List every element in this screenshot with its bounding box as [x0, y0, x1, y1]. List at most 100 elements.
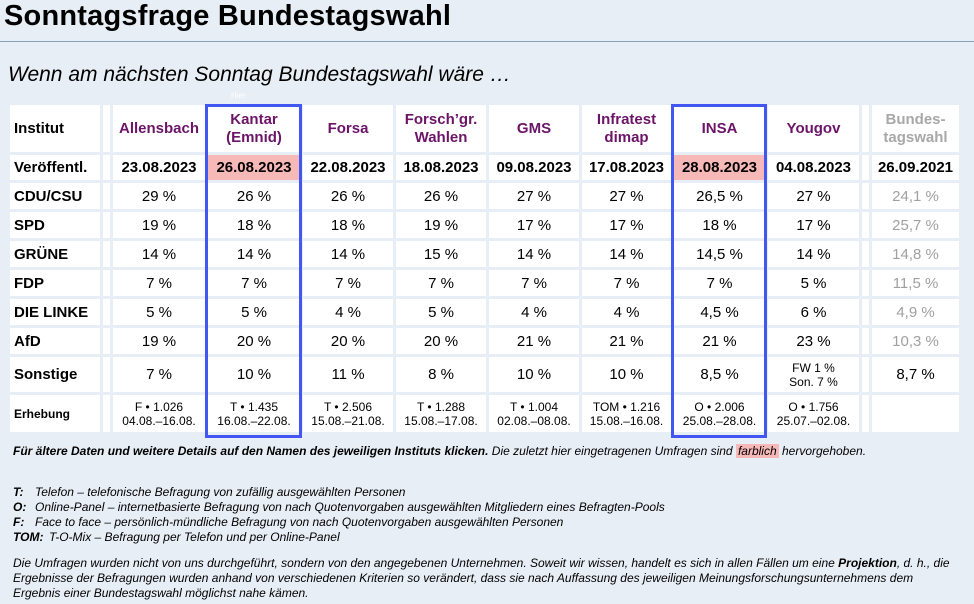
survey-info: T • 2.506 15.08.–21.08. [303, 395, 393, 432]
poll-value: 19 % [396, 212, 486, 238]
published-date: 26.08.2023 [208, 155, 300, 180]
poll-value: 14 % [208, 241, 300, 267]
spacer-cell [103, 395, 110, 432]
spacer-cell [862, 270, 869, 296]
legend-text: T-O-Mix – Befragung per Telefon und per … [49, 530, 340, 544]
table-row: CDU/CSU 29 % 26 % 26 % 26 % 27 % 27 % 26,5 % 27 … [10, 183, 959, 209]
election-value: 10,3 % [872, 328, 959, 354]
poll-value: 17 % [489, 212, 579, 238]
disclaimer: Die Umfragen wurden nicht von uns durchg… [13, 556, 963, 601]
survey-method: F • 1.026 [134, 399, 184, 414]
poll-value: FW 1 % Son. 7 % [768, 357, 859, 392]
spacer-cell [862, 212, 869, 238]
table-row: FDP 7 % 7 % 7 % 7 % 7 % 7 % 7 % 5 % 11,5 % [10, 270, 959, 296]
spacer-cell [862, 155, 869, 180]
survey-period: 04.08.–16.08. [122, 413, 196, 428]
row-label: Sonstige [10, 357, 100, 392]
poll-value: 5 % [768, 270, 859, 296]
method-legend: T: Telefon – telefonische Befragung von z… [13, 485, 963, 545]
survey-info: T • 1.435 16.08.–22.08. [208, 395, 300, 432]
survey-method: T • 2.506 [323, 399, 372, 414]
election-label: tagswahl [883, 128, 948, 146]
survey-info: T • 1.288 15.08.–17.08. [396, 395, 486, 432]
poll-value: 17 % [768, 212, 859, 238]
page-subtitle: Wenn am nächsten Sonntag Bundestagswahl … [8, 63, 511, 86]
poll-value: 11 % [303, 357, 393, 392]
row-label: Institut [10, 105, 100, 152]
spacer-cell [103, 105, 110, 152]
spacer-cell [862, 328, 869, 354]
institute-link[interactable]: Forsch’gr. Wahlen [396, 105, 486, 152]
poll-value: 29 % [113, 183, 205, 209]
table-row: DIE LINKE 5 % 5 % 4 % 5 % 4 % 4 % 4,5 % 6 % 4,9 % [10, 299, 959, 325]
poll-value: 5 % [113, 299, 205, 325]
institute-link[interactable]: INSA [674, 105, 765, 152]
spacer-cell [862, 183, 869, 209]
poll-table: Institut Allensbach Kantar (Emnid) Forsa For… [7, 102, 962, 435]
legend-key: O: [13, 500, 27, 514]
institute-link[interactable]: Kantar (Emnid) [208, 105, 300, 152]
poll-value: 23 % [768, 328, 859, 354]
institute-link[interactable]: Forsa [303, 105, 393, 152]
institute-link[interactable]: Infratest dimap [582, 105, 671, 152]
poll-value: 7 % [113, 357, 205, 392]
table-row: SPD 19 % 18 % 18 % 19 % 17 % 17 % 18 % 17 % 25,7 … [10, 212, 959, 238]
poll-value: 15 % [396, 241, 486, 267]
poll-value: 20 % [208, 328, 300, 354]
spacer-cell [103, 270, 110, 296]
survey-period: 15.08.–16.08. [589, 413, 664, 428]
legend-text: Telefon – telefonische Befragung von zuf… [35, 485, 406, 499]
spacer-cell [103, 299, 110, 325]
row-label: AfD [10, 328, 100, 354]
poll-value: 19 % [113, 328, 205, 354]
legend-key: TOM: [13, 530, 44, 544]
survey-period: 02.08.–08.08. [497, 413, 571, 428]
poll-value: 7 % [582, 270, 671, 296]
published-date: 28.08.2023 [674, 155, 765, 180]
institute-link[interactable]: Allensbach [113, 105, 205, 152]
disclaimer-text: Die Umfragen wurden nicht von uns durchg… [13, 556, 839, 570]
institute-link[interactable]: GMS [489, 105, 579, 152]
row-label: GRÜNE [10, 241, 100, 267]
poll-value: 5 % [208, 299, 300, 325]
survey-method: O • 1.756 [788, 399, 839, 414]
survey-period: 16.08.–22.08. [217, 413, 291, 428]
page-title: Sonntagsfrage Bundestagswahl [4, 0, 452, 32]
institute-link[interactable]: Yougov [768, 105, 859, 152]
poll-value: 7 % [208, 270, 300, 296]
election-value: 24,1 % [872, 183, 959, 209]
poll-value: 6 % [768, 299, 859, 325]
survey-info: O • 1.756 25.07.–02.08. [768, 395, 859, 432]
election-value: 14,8 % [872, 241, 959, 267]
survey-period: 25.07.–02.08. [776, 413, 851, 428]
survey-info: F • 1.026 04.08.–16.08. [113, 395, 205, 432]
poll-value: 21 % [674, 328, 765, 354]
row-label: DIE LINKE [10, 299, 100, 325]
table-row: Veröffentl. 23.08.2023 26.08.2023 22.08.202… [10, 155, 959, 180]
poll-value: 26,5 % [674, 183, 765, 209]
published-date: 17.08.2023 [582, 155, 671, 180]
published-date: 22.08.2023 [303, 155, 393, 180]
election-value: 25,7 % [872, 212, 959, 238]
poll-value: 27 % [582, 183, 671, 209]
legend-text: Face to face – persönlich-mündliche Befr… [35, 515, 564, 529]
poll-value: 20 % [303, 328, 393, 354]
poll-value: 10 % [582, 357, 671, 392]
spacer-cell [862, 357, 869, 392]
spacer-cell [103, 241, 110, 267]
table-row: Sonstige 7 % 10 % 11 % 8 % 10 % 10 % 8,5 % FW 1 … [10, 357, 959, 392]
poll-value: 26 % [208, 183, 300, 209]
election-link[interactable]: Bundes-tagswahl [872, 105, 959, 152]
poll-value: 14 % [582, 241, 671, 267]
table-row: Institut Allensbach Kantar (Emnid) Forsa For… [10, 105, 959, 152]
poll-value: 14 % [303, 241, 393, 267]
poll-value: 7 % [113, 270, 205, 296]
legend-item: TOM: T-O-Mix – Befragung per Telefon und … [13, 530, 963, 545]
poll-value: 14 % [113, 241, 205, 267]
poll-value: 14 % [489, 241, 579, 267]
poll-value: 19 % [113, 212, 205, 238]
spacer-cell [862, 395, 869, 432]
poll-value: 27 % [489, 183, 579, 209]
sonstige-line: FW 1 % [792, 360, 835, 375]
table-row: Erhebung F • 1.026 04.08.–16.08. T • 1.435 1… [10, 395, 959, 432]
